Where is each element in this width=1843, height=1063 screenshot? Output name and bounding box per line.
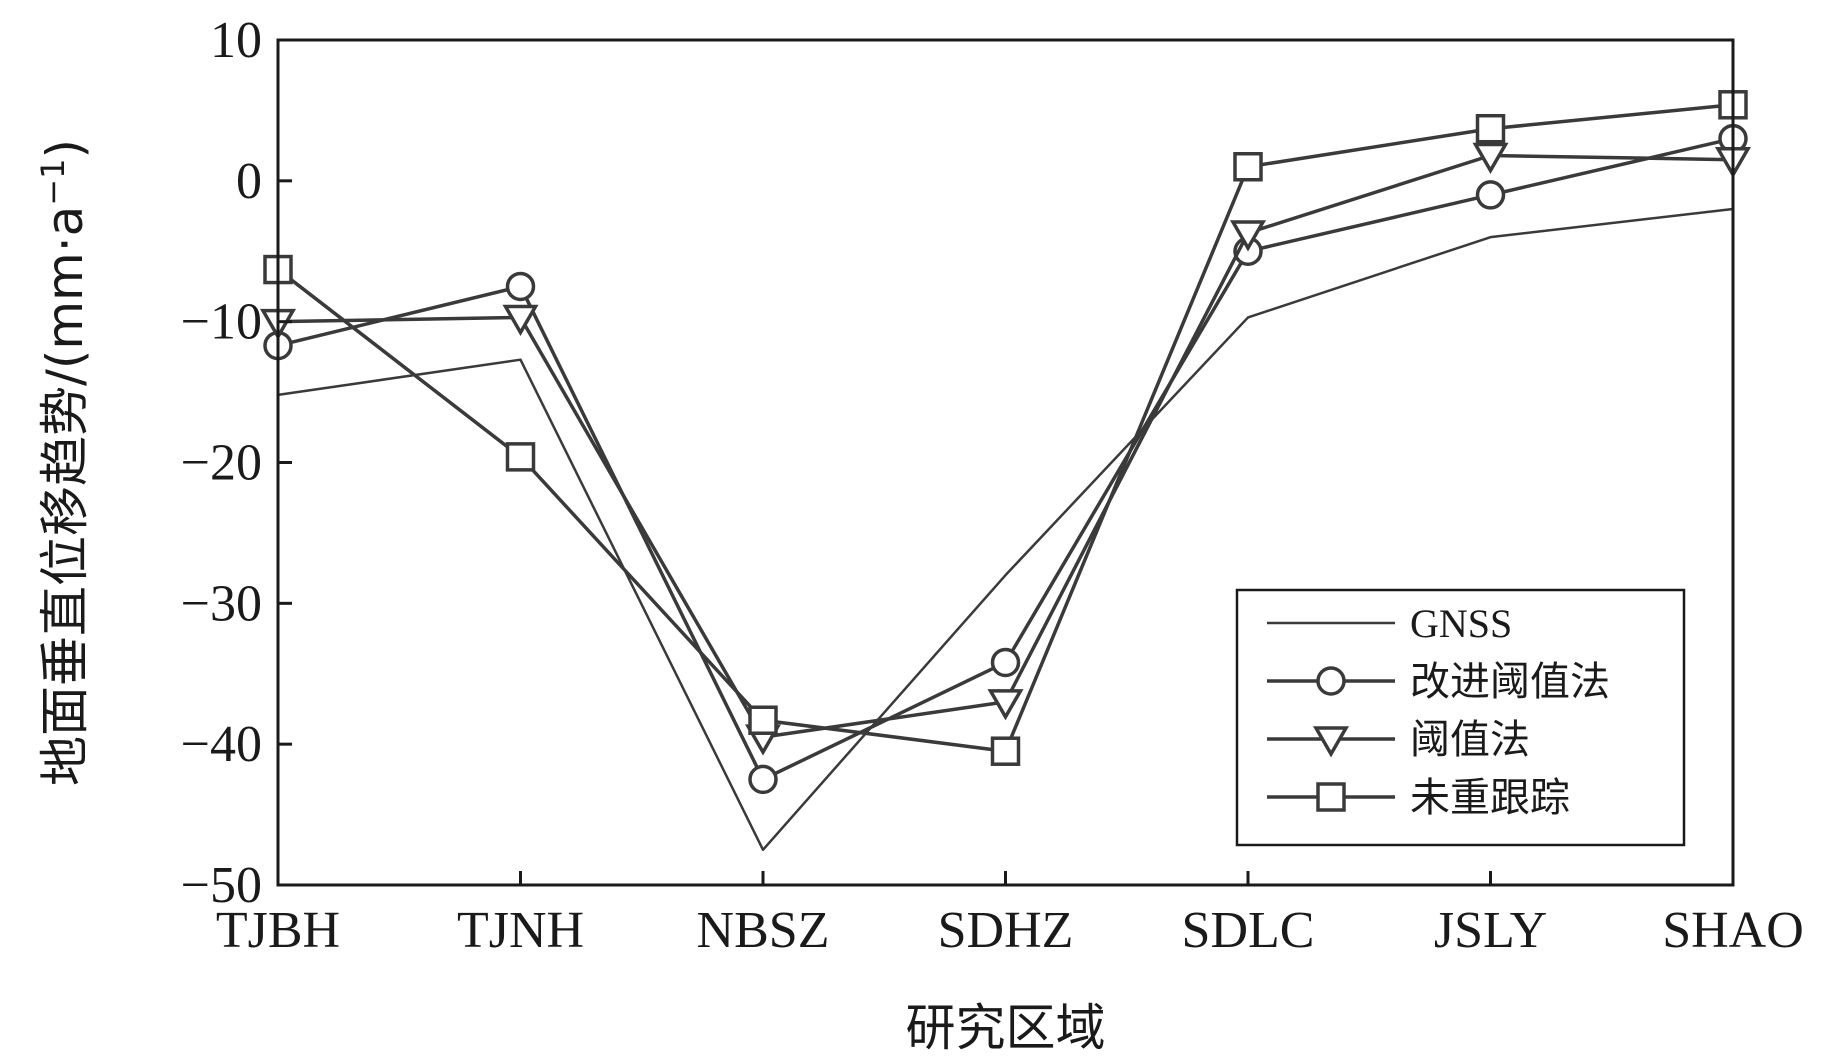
data-point-marker [748,764,778,795]
y-tick-label: −50 [181,857,262,914]
y-tick-label: −30 [181,575,262,632]
x-tick-label: SDHZ [938,902,1074,959]
legend-item: GNSS [1267,601,1512,646]
x-tick-label: SHAO [1662,902,1804,959]
legend-label: 改进阈值法 [1410,659,1610,704]
data-point-marker [505,442,536,472]
data-point-marker [990,736,1021,766]
data-point-marker [1475,180,1506,210]
data-point-marker [505,271,536,302]
legend-label: 未重跟踪 [1410,775,1570,820]
data-point-marker [1472,142,1509,174]
data-point-marker [987,689,1024,721]
legend-marker [1316,782,1346,812]
data-point-marker [990,647,1021,678]
y-tick-label: 10 [210,12,262,69]
y-tick-label: −20 [181,435,262,492]
y-axis-title-superscript: −1 [34,159,72,206]
legend-box [1235,588,1686,847]
x-tick-label: JSLY [1434,902,1547,959]
legend-label: GNSS [1410,601,1512,646]
x-tick-label: TJBH [216,902,340,959]
legend-item: 阈值法 [1267,717,1530,762]
legend-marker [1312,726,1350,758]
legend-item: 改进阈值法 [1267,659,1610,704]
data-point-marker [1233,152,1263,182]
x-axis-title: 研究区域 [906,999,1106,1057]
series-gnss [277,207,1734,852]
y-axis-title-main: 地面垂直位移趋势/(mm·a [36,206,94,786]
x-tick-label: NBSZ [697,902,830,959]
legend-label: 阈值法 [1410,717,1530,762]
data-point-marker [748,705,778,735]
x-tick-label: TJNH [457,902,584,959]
y-tick-label: −10 [181,294,262,351]
y-axis-title: 地面垂直位移趋势/(mm·a−1) [34,139,94,786]
data-point-marker [502,304,539,336]
legend-marker [1316,666,1346,696]
x-tick-label: SDLC [1182,902,1315,959]
legend-item: 未重跟踪 [1267,775,1570,820]
y-tick-label: −40 [181,716,262,773]
data-point-marker [1229,220,1267,252]
y-tick-label: 0 [236,153,262,210]
y-axis-title-close: ) [36,139,94,159]
series-line [277,207,1734,852]
data-point-marker [1475,113,1506,144]
